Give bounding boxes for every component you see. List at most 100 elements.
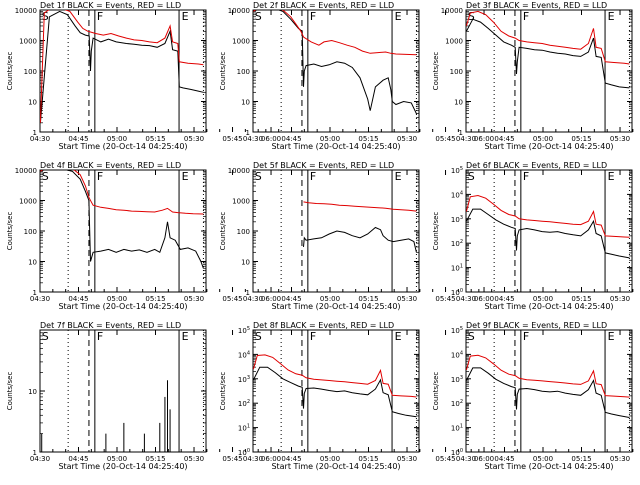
region-label: F <box>523 170 529 183</box>
x-tick-label: 05:30 <box>184 455 204 463</box>
x-tick-label: 04:30 <box>456 135 476 143</box>
x-axis-label: Start Time (20-Oct-14 04:25:40) <box>484 302 613 311</box>
x-tick-label: 04:45 <box>281 135 301 143</box>
x-tick-label: 05:45 <box>435 135 455 143</box>
lld-series-line <box>303 201 417 212</box>
x-tick-label: 05:00 <box>533 455 553 463</box>
x-tick-label: 04:45 <box>68 455 88 463</box>
y-tick-label: 102 <box>451 239 463 248</box>
region-label: E <box>608 170 615 183</box>
plot-frame <box>465 329 633 453</box>
events-series-line <box>253 10 417 114</box>
x-tick-label: 05:00 <box>107 295 127 303</box>
region-label: E <box>395 170 402 183</box>
y-tick-label: 104 <box>451 190 463 199</box>
chart-title: Det 6f BLACK = Events, RED = LLD <box>466 161 607 170</box>
y-tick-label: 104 <box>451 350 463 359</box>
y-tick-label: 1 <box>33 449 37 457</box>
plot-frame <box>465 169 633 293</box>
lld-series-line <box>466 10 630 65</box>
y-tick-label: 103 <box>451 375 463 384</box>
x-tick-label: 05:15 <box>358 295 378 303</box>
lld-series-line <box>40 10 204 123</box>
y-tick-label: 10000 <box>441 7 463 15</box>
events-series-line <box>40 10 204 123</box>
region-label: E <box>182 170 189 183</box>
x-axis-label: Start Time (20-Oct-14 04:25:40) <box>271 302 400 311</box>
x-tick-label: 05:45 <box>435 455 455 463</box>
events-series-line <box>253 366 417 418</box>
plot-frame <box>39 329 207 453</box>
lld-series-line <box>253 10 417 56</box>
x-axis-label: Start Time (20-Oct-14 04:25:40) <box>58 302 187 311</box>
region-label: F <box>310 330 316 343</box>
y-tick-label: 1000 <box>19 198 37 206</box>
region-label: F <box>523 10 529 23</box>
events-series-line <box>466 18 630 89</box>
x-tick-label: 05:00 <box>107 135 127 143</box>
y-tick-label: 1 <box>459 129 463 137</box>
region-label: S <box>468 170 475 183</box>
x-tick-label: 05:45 <box>222 135 242 143</box>
x-tick-label: 05:15 <box>358 135 378 143</box>
plot-frame <box>39 9 207 133</box>
x-tick-label: 05:30 <box>610 455 630 463</box>
region-label: F <box>97 330 103 343</box>
x-tick-label: 05:15 <box>145 135 165 143</box>
y-axis-label: Counts/sec <box>432 212 440 251</box>
x-tick-label: 04:45 <box>494 455 514 463</box>
chart-title: Det 9f BLACK = Events, RED = LLD <box>466 321 607 330</box>
x-tick-label: 04:30 <box>456 295 476 303</box>
y-tick-label: 10 <box>241 99 250 107</box>
plot-frame <box>465 9 633 133</box>
x-tick-label: 06:00 <box>474 455 494 463</box>
y-tick-label: 100 <box>451 288 463 297</box>
x-tick-label: 05:15 <box>358 455 378 463</box>
y-tick-label: 105 <box>451 326 463 335</box>
y-tick-label: 1 <box>33 129 37 137</box>
events-series-line <box>466 367 630 418</box>
region-label: E <box>395 10 402 23</box>
chart-title: Det 4f BLACK = Events, RED = LLD <box>40 161 181 170</box>
x-tick-label: 05:15 <box>571 135 591 143</box>
y-tick-label: 10 <box>241 259 250 267</box>
plot-frame <box>252 329 420 453</box>
y-axis-label: Counts/sec <box>432 52 440 91</box>
x-tick-label: 06:00 <box>261 295 281 303</box>
x-tick-label: 05:30 <box>397 455 417 463</box>
y-axis-label: Counts/sec <box>6 212 14 251</box>
x-tick-label: 05:30 <box>397 295 417 303</box>
chart-title: Det 8f BLACK = Events, RED = LLD <box>253 321 394 330</box>
y-tick-label: 10000 <box>228 7 250 15</box>
lld-series-line <box>466 354 630 398</box>
x-tick-label: 04:30 <box>30 135 50 143</box>
y-tick-label: 1000 <box>445 38 463 46</box>
y-tick-label: 103 <box>238 375 250 384</box>
region-label: E <box>608 330 615 343</box>
x-axis-label: Start Time (20-Oct-14 04:25:40) <box>58 462 187 471</box>
x-tick-label: 04:30 <box>30 295 50 303</box>
y-tick-label: 105 <box>238 326 250 335</box>
x-tick-label: 05:15 <box>145 455 165 463</box>
y-tick-label: 102 <box>238 399 250 408</box>
x-tick-label: 05:15 <box>571 455 591 463</box>
y-tick-label: 1 <box>246 289 250 297</box>
x-tick-label: 04:30 <box>243 295 263 303</box>
x-tick-label: 05:00 <box>320 455 340 463</box>
lld-series-line <box>466 194 630 238</box>
x-tick-label: 04:45 <box>68 295 88 303</box>
y-tick-label: 100 <box>24 68 37 76</box>
y-tick-label: 10000 <box>15 7 37 15</box>
y-tick-label: 100 <box>450 68 463 76</box>
x-axis-label: Start Time (20-Oct-14 04:25:40) <box>484 462 613 471</box>
region-label: F <box>97 170 103 183</box>
y-axis-label: Counts/sec <box>6 52 14 91</box>
